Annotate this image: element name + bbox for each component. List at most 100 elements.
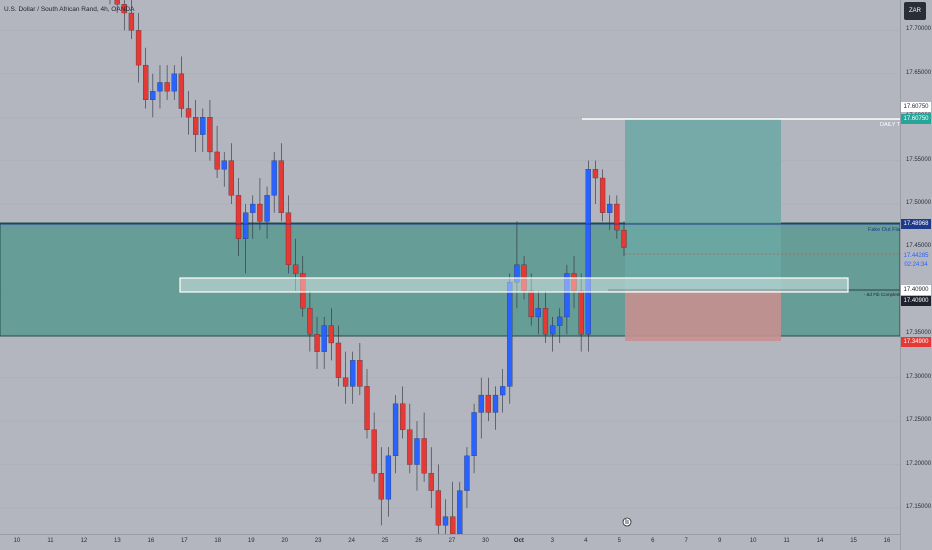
candle <box>542 290 549 343</box>
candle <box>485 377 492 422</box>
candle <box>492 386 499 430</box>
candle <box>264 186 270 239</box>
price-tick: 17.15000 <box>906 503 932 510</box>
candle <box>150 73 156 118</box>
price-tag-fake-out-flag: 17.48968 <box>901 219 931 229</box>
time-tick: 19 <box>247 538 255 544</box>
candle <box>193 99 199 152</box>
price-tick: 17.65000 <box>906 69 932 76</box>
time-tick: 5 <box>617 538 621 544</box>
candle <box>371 412 377 482</box>
candle <box>392 395 399 474</box>
fake-out-flag-label: Fake Out Flag <box>868 227 903 233</box>
candle <box>328 308 334 361</box>
price-tick: 17.20000 <box>906 460 932 467</box>
time-tick: 7 <box>684 538 688 544</box>
candle <box>378 447 384 526</box>
time-tick: Oct <box>513 538 524 544</box>
time-tick: 20 <box>281 538 289 544</box>
candle <box>621 221 627 257</box>
time-axis[interactable] <box>0 534 900 550</box>
candle <box>599 169 606 222</box>
candle <box>385 447 392 517</box>
price-tick: 17.30000 <box>906 373 932 380</box>
time-tick: 12 <box>80 538 88 544</box>
time-tick: 13 <box>114 538 121 544</box>
candle <box>364 369 370 439</box>
candle <box>450 481 456 534</box>
candle <box>414 421 420 491</box>
candle <box>421 412 427 482</box>
price-axis[interactable] <box>900 0 932 550</box>
candle <box>342 351 349 404</box>
candle <box>214 125 220 178</box>
candle <box>478 377 484 439</box>
candle <box>128 0 135 40</box>
price-tag-stop: 17.34900 <box>901 337 931 347</box>
time-tick: 15 <box>850 538 857 544</box>
candle <box>428 447 434 508</box>
time-tick: 10 <box>13 538 21 544</box>
candle <box>257 178 263 231</box>
candle <box>292 238 299 291</box>
candle <box>285 195 292 274</box>
time-tick: 16 <box>147 538 155 544</box>
candle <box>307 290 313 352</box>
candle <box>157 65 163 109</box>
candle <box>535 290 541 335</box>
candle <box>578 273 584 352</box>
price-tick: 17.25000 <box>906 417 932 424</box>
currency-button[interactable]: ZAR <box>904 2 926 20</box>
candle <box>271 151 277 213</box>
stop-zone[interactable] <box>625 291 781 341</box>
time-tick: 9 <box>718 538 722 544</box>
candle <box>407 403 413 474</box>
time-tick: 24 <box>348 538 355 544</box>
time-tick: 25 <box>381 538 389 544</box>
time-tick: 16 <box>883 538 891 544</box>
candle <box>235 178 242 257</box>
time-tick: 18 <box>214 538 222 544</box>
time-tick: 3 <box>550 538 555 544</box>
candle <box>143 47 149 109</box>
candle <box>528 273 534 326</box>
candles <box>109 0 627 534</box>
price-tick: 17.55000 <box>906 156 932 163</box>
candle <box>109 0 111 5</box>
time-tick: 17 <box>180 538 188 544</box>
fib-rectangle[interactable] <box>179 277 849 293</box>
candle <box>250 195 256 239</box>
time-tick: 4 <box>584 538 588 544</box>
time-tick: 14 <box>816 538 824 544</box>
price-tick: 17.45000 <box>906 243 932 250</box>
time-tick: 23 <box>314 538 322 544</box>
time-tick: 11 <box>783 538 790 544</box>
candle <box>228 143 235 205</box>
candle <box>135 13 142 83</box>
candle <box>185 91 192 135</box>
candle <box>321 316 327 370</box>
candle <box>557 308 563 343</box>
time-tick: 11 <box>47 538 54 544</box>
time-tick: 26 <box>415 538 422 544</box>
price-tag-daily-tp-upper: 17.60750 <box>901 102 931 112</box>
price-chart[interactable] <box>0 0 900 534</box>
candle <box>164 65 170 100</box>
candle <box>114 0 120 14</box>
price-tag-fib-1: 17.40900 <box>901 285 931 295</box>
candle <box>592 160 599 205</box>
candle <box>300 256 306 317</box>
candle <box>585 160 591 352</box>
price-tag-current: 17.44285 <box>901 251 931 261</box>
candle <box>499 369 506 413</box>
candle <box>221 151 227 187</box>
time-tick: 30 <box>482 538 489 544</box>
candle <box>121 0 127 31</box>
candle <box>549 316 556 352</box>
time-tick: 27 <box>448 538 456 544</box>
candle <box>350 351 356 404</box>
candle <box>178 56 185 118</box>
target-zone[interactable] <box>625 119 781 291</box>
candle <box>335 325 342 387</box>
